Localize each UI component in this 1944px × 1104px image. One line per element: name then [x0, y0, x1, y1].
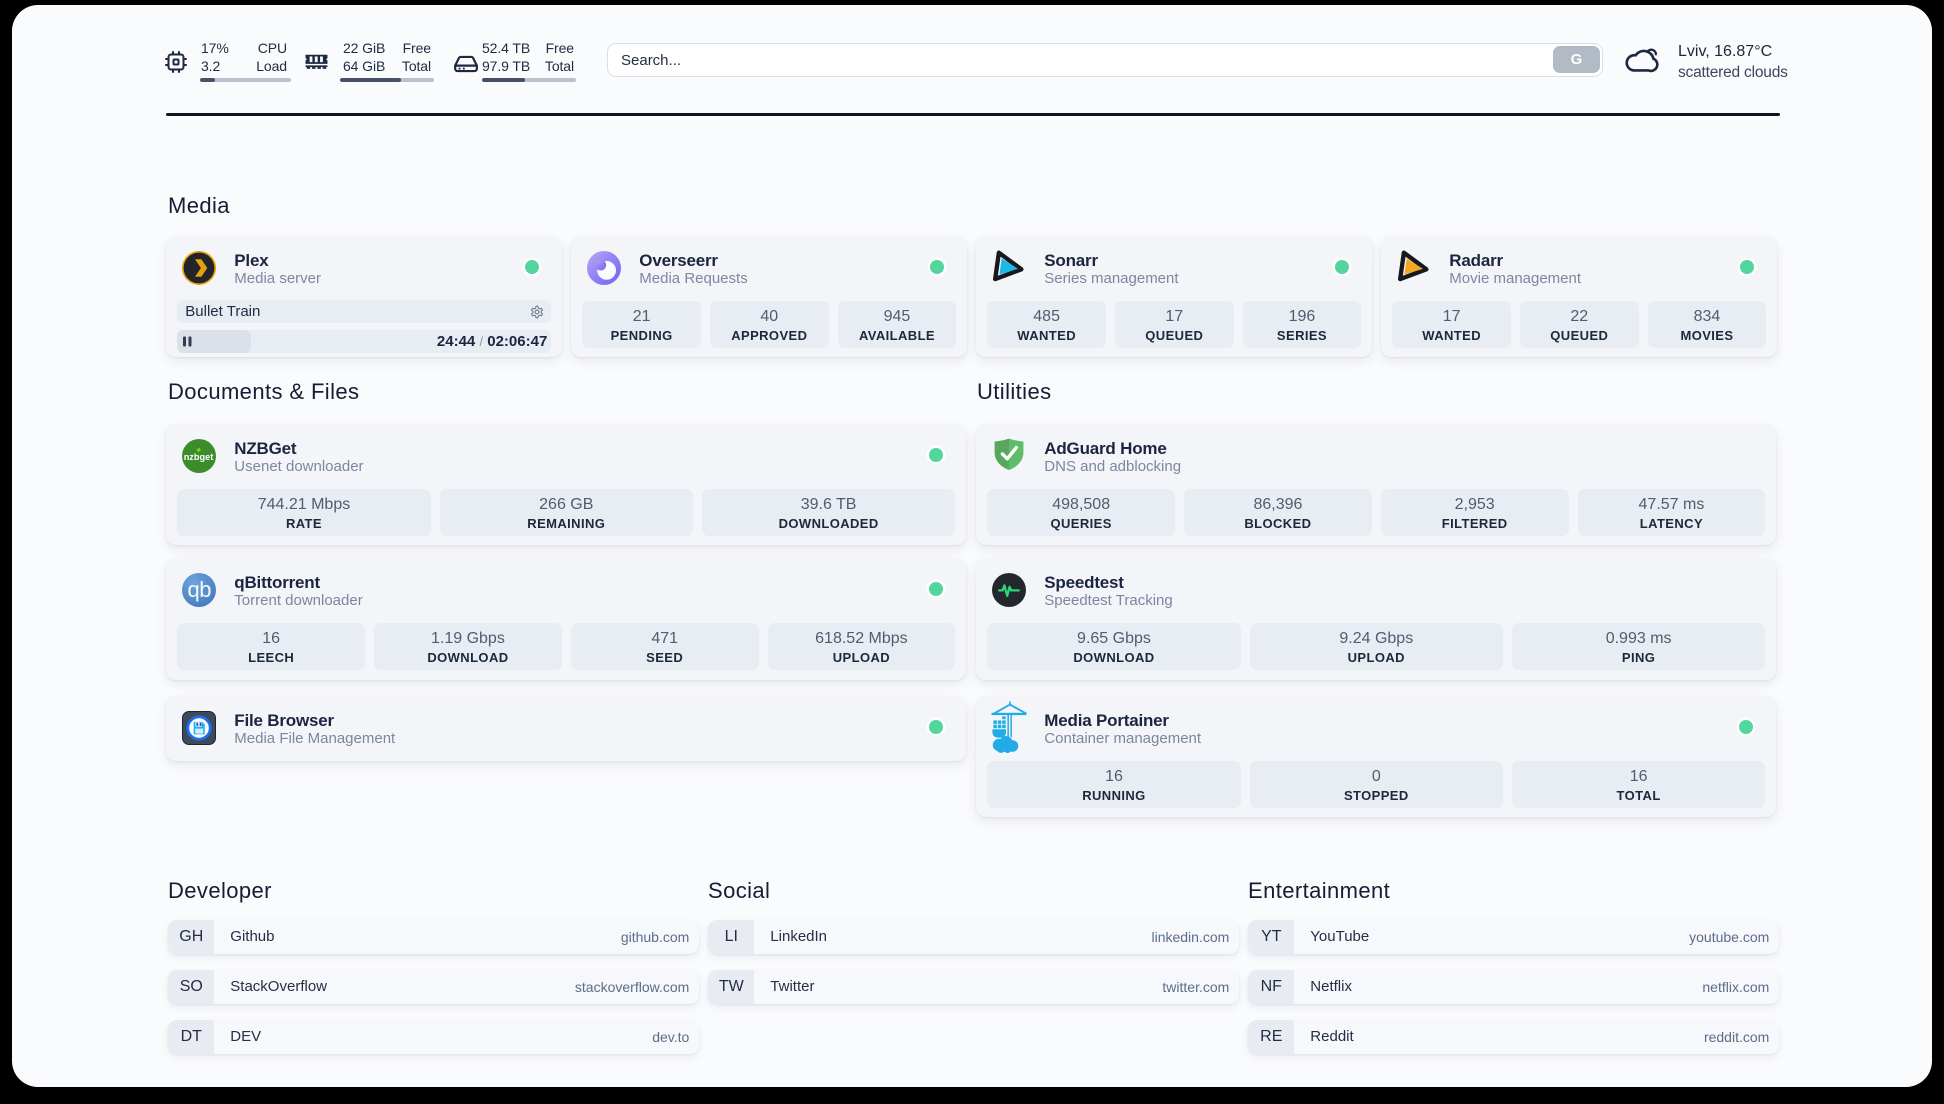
svg-text:nzbget: nzbget: [184, 451, 214, 461]
svg-text:qb: qb: [188, 577, 212, 602]
